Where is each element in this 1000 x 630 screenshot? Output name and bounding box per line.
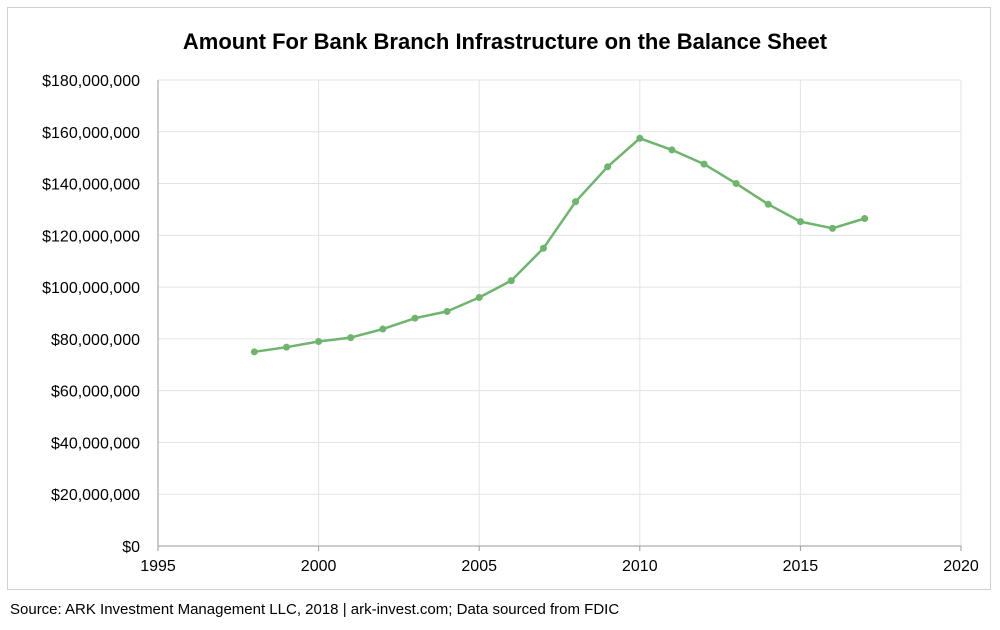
- data-point: [700, 160, 708, 168]
- data-point: [475, 293, 483, 301]
- data-point: [411, 314, 419, 322]
- data-point: [861, 215, 869, 223]
- x-tick-label: 2005: [461, 558, 497, 575]
- y-axis-tick-labels: $0 $20,000,000 $40,000,000 $60,000,000 $80,0…: [42, 73, 140, 556]
- data-point: [764, 200, 772, 208]
- data-point: [796, 218, 804, 226]
- data-point: [636, 134, 644, 142]
- y-tick-label: $80,000,000: [51, 332, 140, 349]
- x-tick-label: 2010: [622, 558, 658, 575]
- data-point: [572, 198, 580, 206]
- y-tick-label: $40,000,000: [51, 435, 140, 452]
- chart-title: Amount For Bank Branch Infrastructure on…: [183, 29, 828, 54]
- axes: [157, 80, 962, 551]
- data-point: [829, 224, 837, 232]
- data-point: [539, 244, 547, 252]
- data-point: [347, 334, 355, 342]
- gridlines: [158, 79, 962, 546]
- x-tick-label: 2015: [783, 558, 819, 575]
- y-tick-label: $160,000,000: [42, 125, 140, 142]
- x-tick-label: 2000: [301, 558, 337, 575]
- y-tick-label: $20,000,000: [51, 487, 140, 504]
- chart-frame: [7, 7, 991, 590]
- y-tick-label: $100,000,000: [42, 280, 140, 297]
- x-tick-label: 2020: [943, 558, 979, 575]
- data-point: [732, 180, 740, 188]
- line-chart: Amount For Bank Branch Infrastructure on…: [42, 29, 979, 575]
- x-tick-label: 1995: [140, 558, 176, 575]
- data-point: [250, 348, 258, 356]
- series-layer: [250, 134, 869, 356]
- data-point: [604, 163, 612, 171]
- y-tick-label: $180,000,000: [42, 73, 140, 90]
- source-note: Source: ARK Investment Management LLC, 2…: [10, 601, 620, 618]
- data-point: [443, 307, 451, 315]
- data-point: [282, 343, 290, 351]
- data-point: [507, 277, 515, 285]
- data-point: [668, 146, 676, 154]
- x-axis-tick-labels: 1995 2000 2005 2010 2015 2020: [140, 558, 979, 575]
- y-tick-label: $0: [122, 539, 140, 556]
- y-tick-label: $120,000,000: [42, 228, 140, 245]
- data-point: [379, 325, 387, 333]
- y-tick-label: $60,000,000: [51, 384, 140, 401]
- series-line: [254, 137, 865, 354]
- data-point: [315, 337, 323, 345]
- y-tick-label: $140,000,000: [42, 177, 140, 194]
